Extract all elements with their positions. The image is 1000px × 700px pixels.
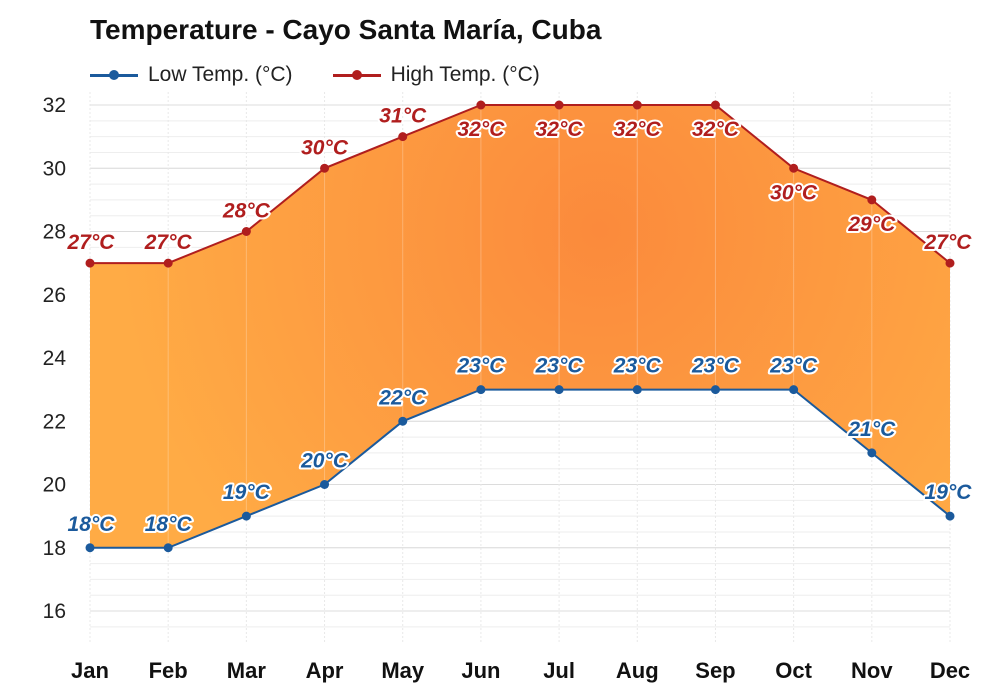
y-tick-label: 26 <box>43 284 66 307</box>
x-tick-label: Jan <box>71 658 109 683</box>
high-temp-label: 29°C <box>847 213 896 236</box>
legend-label-low: Low Temp. (°C) <box>148 63 293 86</box>
legend-item-high: High Temp. (°C) <box>332 63 540 87</box>
high-temp-point <box>945 258 955 268</box>
y-tick-label: 30 <box>43 157 66 180</box>
legend-label-high: High Temp. (°C) <box>390 63 540 86</box>
data-label-layer: 27°C 27°C 28°C 30°C 31°C 32°C 32°C 32°C 32°C 30°C… <box>65 103 975 538</box>
high-temp-point <box>163 258 173 268</box>
low-temp-point <box>398 416 408 426</box>
chart-title: Temperature - Cayo Santa María, Cuba <box>90 14 602 45</box>
x-tick-label: Oct <box>775 658 812 683</box>
x-tick-label: May <box>381 658 425 683</box>
low-temp-point <box>320 480 330 489</box>
y-tick-label: 20 <box>43 474 66 497</box>
x-tick-label: Aug <box>616 658 659 683</box>
low-temp-point <box>710 385 720 395</box>
high-temp-point <box>241 227 251 236</box>
high-temp-label: 27°C <box>924 231 973 254</box>
low-temp-label: 20°C <box>300 450 349 473</box>
high-temp-point <box>789 163 799 173</box>
x-tick-label: Mar <box>227 658 267 683</box>
axis-layer: 16 18 20 22 24 26 28 30 32 Jan Feb Mar Apr May Jun Jul A… <box>43 94 971 683</box>
low-temp-point <box>945 511 955 521</box>
low-temp-label: 21°C <box>847 418 896 441</box>
legend-item-low: Low Temp. (°C) <box>90 63 293 87</box>
low-temp-label: 19°C <box>223 481 271 504</box>
low-temp-point <box>163 543 173 553</box>
x-tick-label: Sep <box>695 658 735 683</box>
high-temp-label: 28°C <box>222 200 271 223</box>
x-tick-label: Dec <box>930 658 970 683</box>
low-temp-point <box>867 448 877 458</box>
low-temp-point <box>476 385 486 395</box>
temperature-range-area <box>90 105 950 548</box>
high-temp-point <box>867 195 877 205</box>
high-temp-label: 31°C <box>379 105 427 128</box>
x-tick-label: Jun <box>461 658 500 683</box>
high-temp-label: 32°C <box>692 118 740 141</box>
high-temp-point <box>398 132 408 142</box>
low-temp-label: 23°C <box>535 355 584 378</box>
high-temp-label: 27°C <box>144 231 193 254</box>
line-layer <box>85 100 955 553</box>
low-temp-label: 23°C <box>691 355 740 378</box>
high-temp-label: 32°C <box>614 118 662 141</box>
low-temp-label: 23°C <box>456 355 505 378</box>
low-temp-label: 23°C <box>769 355 818 378</box>
high-temp-line <box>90 104 951 265</box>
high-temp-label: 32°C <box>536 118 584 141</box>
high-temp-point <box>476 100 486 110</box>
x-tick-label: Jul <box>543 658 575 683</box>
low-temp-label: 18°C <box>145 513 193 536</box>
low-temp-point <box>632 385 642 395</box>
area-layer <box>90 105 950 548</box>
high-temp-point <box>632 100 642 110</box>
high-temp-point <box>85 258 95 268</box>
legend-swatch-high <box>332 69 381 80</box>
y-tick-label: 18 <box>43 537 66 560</box>
high-temp-point <box>710 100 720 110</box>
low-temp-point <box>554 385 564 395</box>
legend-swatch-low <box>90 69 138 80</box>
high-temp-point <box>320 163 330 173</box>
y-tick-label: 32 <box>43 94 66 117</box>
x-tick-label: Nov <box>851 658 893 683</box>
low-temp-label: 22°C <box>378 386 427 409</box>
high-temp-point <box>554 100 564 110</box>
high-temp-label: 32°C <box>457 118 505 141</box>
low-temp-line <box>90 388 951 549</box>
high-temp-label: 30°C <box>301 136 349 159</box>
y-tick-label: 28 <box>43 221 66 244</box>
x-tick-label: Apr <box>306 658 344 683</box>
low-temp-label: 19°C <box>925 481 973 504</box>
y-tick-label: 22 <box>43 410 66 433</box>
chart-legend: Low Temp. (°C) High Temp. (°C) <box>90 60 540 90</box>
low-temp-point <box>241 511 251 521</box>
low-temp-point <box>789 385 799 395</box>
x-tick-label: Feb <box>149 658 188 683</box>
low-temp-point <box>85 543 95 553</box>
low-temp-label: 23°C <box>613 355 662 378</box>
high-temp-label: 27°C <box>67 231 116 254</box>
y-tick-label: 24 <box>43 347 67 370</box>
high-temp-label: 30°C <box>770 181 818 204</box>
y-tick-label: 16 <box>43 600 66 623</box>
low-temp-label: 18°C <box>68 513 116 536</box>
